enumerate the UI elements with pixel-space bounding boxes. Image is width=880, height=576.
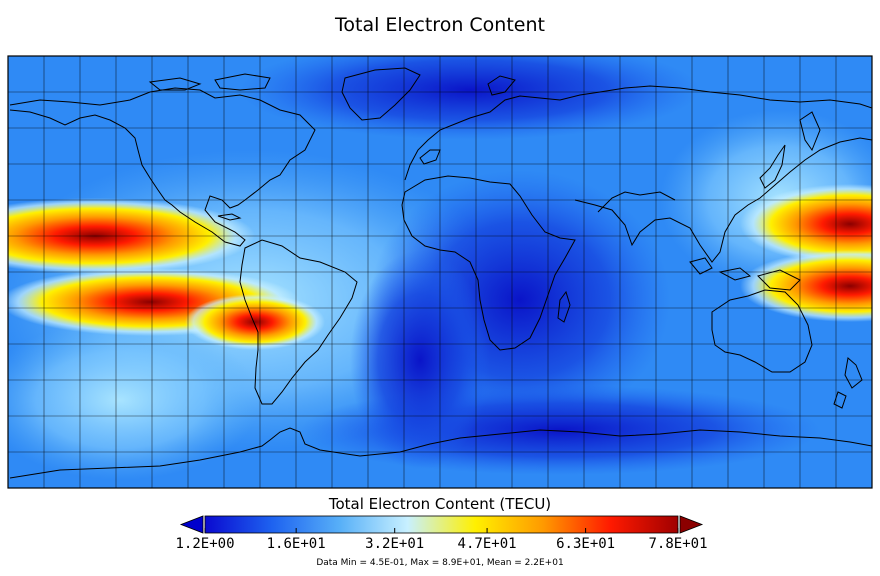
colorbar <box>179 515 704 534</box>
colorbar-tick-label: 6.3E+01 <box>556 536 616 552</box>
map-title: Total Electron Content <box>335 14 545 36</box>
colorbar-tick-label: 1.6E+01 <box>266 536 326 552</box>
colorbar-ticks <box>204 528 679 533</box>
colorbar-over-arrow <box>679 515 704 534</box>
colorbar-gradient <box>204 515 679 534</box>
data-stats: Data Min = 4.5E-01, Max = 8.9E+01, Mean … <box>316 558 564 568</box>
graticule <box>8 56 872 488</box>
colorbar-tick-label: 4.7E+01 <box>457 536 517 552</box>
colorbar-tick-label: 3.2E+01 <box>365 536 425 552</box>
colorbar-tick-label: 7.8E+01 <box>648 536 708 552</box>
coastlines <box>9 67 872 479</box>
colorbar-tick-label: 1.2E+00 <box>175 536 235 552</box>
colorbar-title: Total Electron Content (TECU) <box>328 495 552 513</box>
map-frame <box>7 55 873 489</box>
colorbar-under-arrow <box>179 515 204 534</box>
